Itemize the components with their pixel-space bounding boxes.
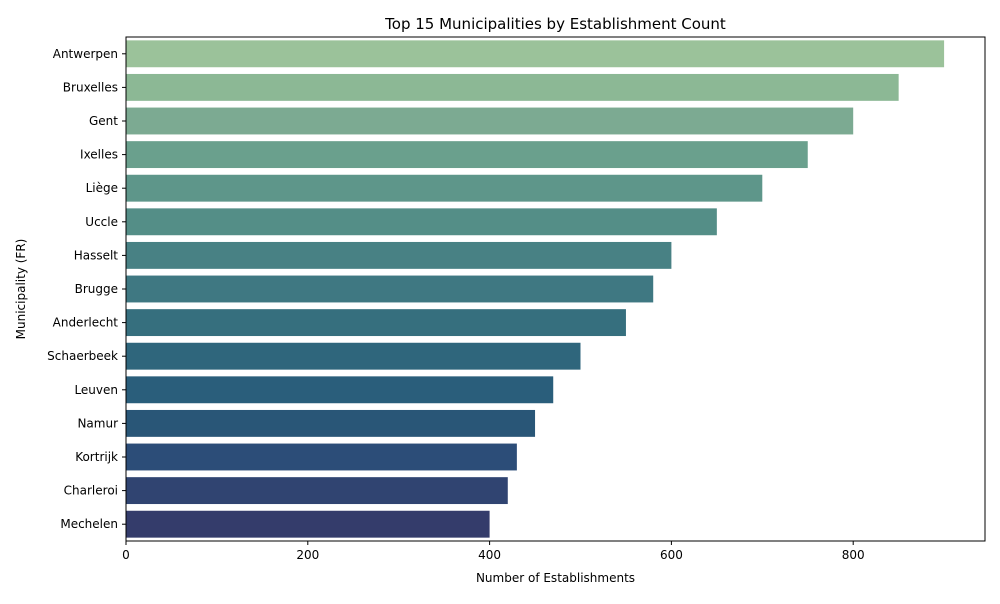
y-tick-label-hasselt: Hasselt [74,248,119,262]
y-tick-label-mechelen: Mechelen [60,517,118,531]
y-tick-label-anderlecht: Anderlecht [53,316,119,330]
x-tick-label-600: 600 [660,548,683,562]
plot-frame [125,36,986,542]
y-tick-label-charleroi: Charleroi [64,484,118,498]
bar-anderlecht [126,309,626,337]
y-tick-label-antwerpen: Antwerpen [53,47,118,61]
bar-schaerbeek [126,342,581,370]
bar-liege [126,174,763,202]
bar-leuven [126,376,554,404]
y-axis-label: Municipality (FR) [14,239,28,340]
x-axis-ticks: 0 200 400 600 800 [122,541,865,562]
bar-antwerpen [126,40,945,68]
bar-brugge [126,275,654,303]
x-tick-label-0: 0 [122,548,130,562]
y-tick-label-liege: Liège [86,181,118,195]
bar-charleroi [126,477,508,505]
bar-namur [126,409,536,437]
bar-ixelles [126,141,808,169]
x-tick-label-400: 400 [478,548,501,562]
y-tick-label-bruxelles: Bruxelles [63,80,118,94]
bar-kortrijk [126,443,517,471]
chart-title: Top 15 Municipalities by Establishment C… [384,15,726,33]
x-tick-label-800: 800 [842,548,865,562]
x-axis-label: Number of Establishments [476,571,635,585]
y-tick-label-leuven: Leuven [74,383,118,397]
y-tick-label-kortrijk: Kortrijk [75,450,118,464]
x-tick-label-200: 200 [296,548,319,562]
bar-mechelen [126,510,490,538]
y-tick-label-ixelles: Ixelles [80,148,118,162]
bars-layer [126,40,945,538]
y-tick-label-gent: Gent [89,114,118,128]
y-tick-label-brugge: Brugge [75,282,118,296]
bar-gent [126,107,854,135]
y-tick-label-schaerbeek: Schaerbeek [47,349,118,363]
y-axis-ticks: Antwerpen Bruxelles Gent Ixelles Liège Uccle H… [47,47,126,531]
bar-bruxelles [126,73,899,101]
y-tick-label-uccle: Uccle [85,215,118,229]
bar-hasselt [126,241,672,269]
bar-uccle [126,208,717,236]
y-tick-label-namur: Namur [77,416,118,430]
